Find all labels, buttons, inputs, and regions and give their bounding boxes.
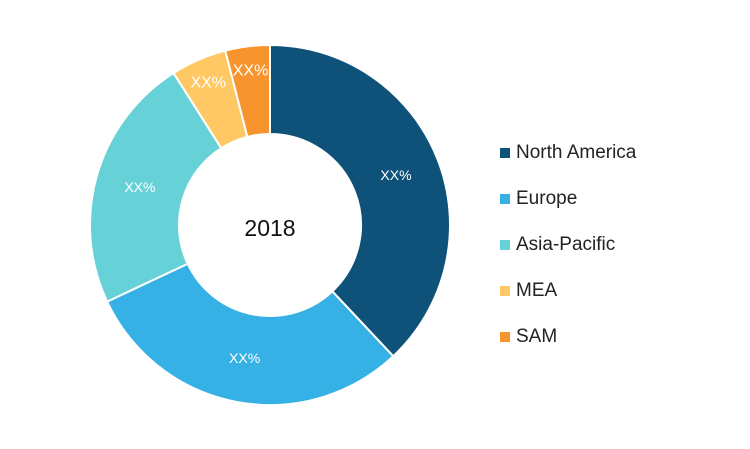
legend-swatch <box>500 240 510 250</box>
slice-value-label: XX% <box>380 167 411 183</box>
legend-item-mea: MEA <box>500 268 636 314</box>
legend-swatch <box>500 286 510 296</box>
legend-item-north-america: North America <box>500 130 636 176</box>
legend-item-europe: Europe <box>500 176 636 222</box>
slice-value-label: XX% <box>124 179 155 195</box>
slice-value-label: XX% <box>233 63 269 80</box>
legend-label: Asia-Pacific <box>516 234 616 255</box>
slice-value-label: XX% <box>229 350 260 366</box>
slice-north-america <box>269 43 451 358</box>
center-year-label: 2018 <box>244 215 295 241</box>
legend-swatch <box>500 194 510 204</box>
slice-asia-pacific <box>89 71 223 303</box>
slice-value-label: XX% <box>190 74 226 91</box>
legend-label: North America <box>516 142 637 163</box>
slice-sam <box>224 43 271 139</box>
legend-label: Europe <box>516 188 578 209</box>
slice-europe <box>105 262 395 406</box>
legend: North America Europe Asia-Pacific MEA SA… <box>500 130 636 360</box>
legend-swatch <box>500 148 510 158</box>
legend-label: MEA <box>516 280 558 301</box>
legend-label: SAM <box>516 326 558 347</box>
legend-item-asia-pacific: Asia-Pacific <box>500 222 636 268</box>
legend-item-sam: SAM <box>500 314 636 360</box>
legend-swatch <box>500 332 510 342</box>
